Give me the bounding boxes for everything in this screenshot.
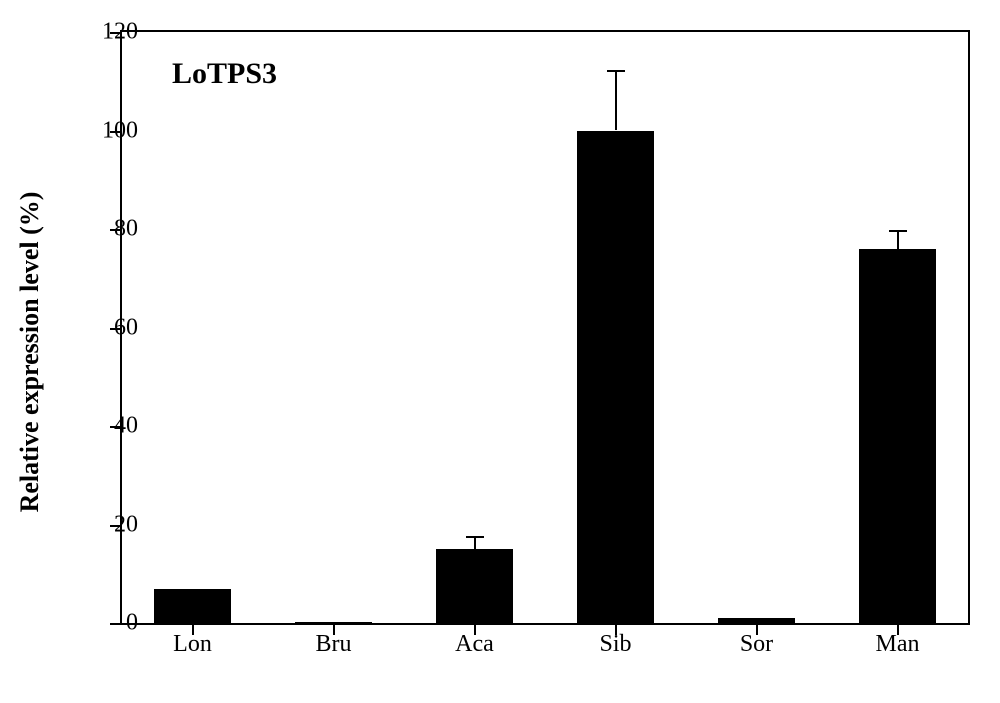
error-bar [615,71,617,130]
x-tick-label: Man [876,631,920,658]
x-tick-label: Aca [455,631,494,658]
bar [436,549,514,623]
y-tick-label: 20 [114,511,138,538]
y-tick-label: 40 [114,413,138,440]
bar [154,589,232,623]
error-bar [474,537,476,549]
y-axis-title: Relative expression level (%) [15,191,45,512]
y-tick [110,623,120,625]
error-cap [607,70,625,72]
x-tick-label: Lon [173,631,212,658]
bar [859,249,937,623]
x-tick-label: Sor [740,631,773,658]
error-cap [889,230,907,232]
y-tick-label: 60 [114,314,138,341]
y-tick-label: 120 [102,19,138,46]
y-tick-label: 80 [114,216,138,243]
bar [577,131,655,624]
x-tick-label: Bru [316,631,352,658]
y-tick-label: 100 [102,117,138,144]
bar [718,618,796,623]
error-cap [466,536,484,538]
chart-container: Relative expression level (%) LoTPS3 0 20… [0,0,1000,703]
y-tick-label: 0 [126,610,138,637]
plot-area: LoTPS3 [120,30,970,625]
x-tick-label: Sib [599,631,631,658]
bar [295,622,373,623]
chart-title: LoTPS3 [172,57,277,91]
error-bar [897,231,899,248]
